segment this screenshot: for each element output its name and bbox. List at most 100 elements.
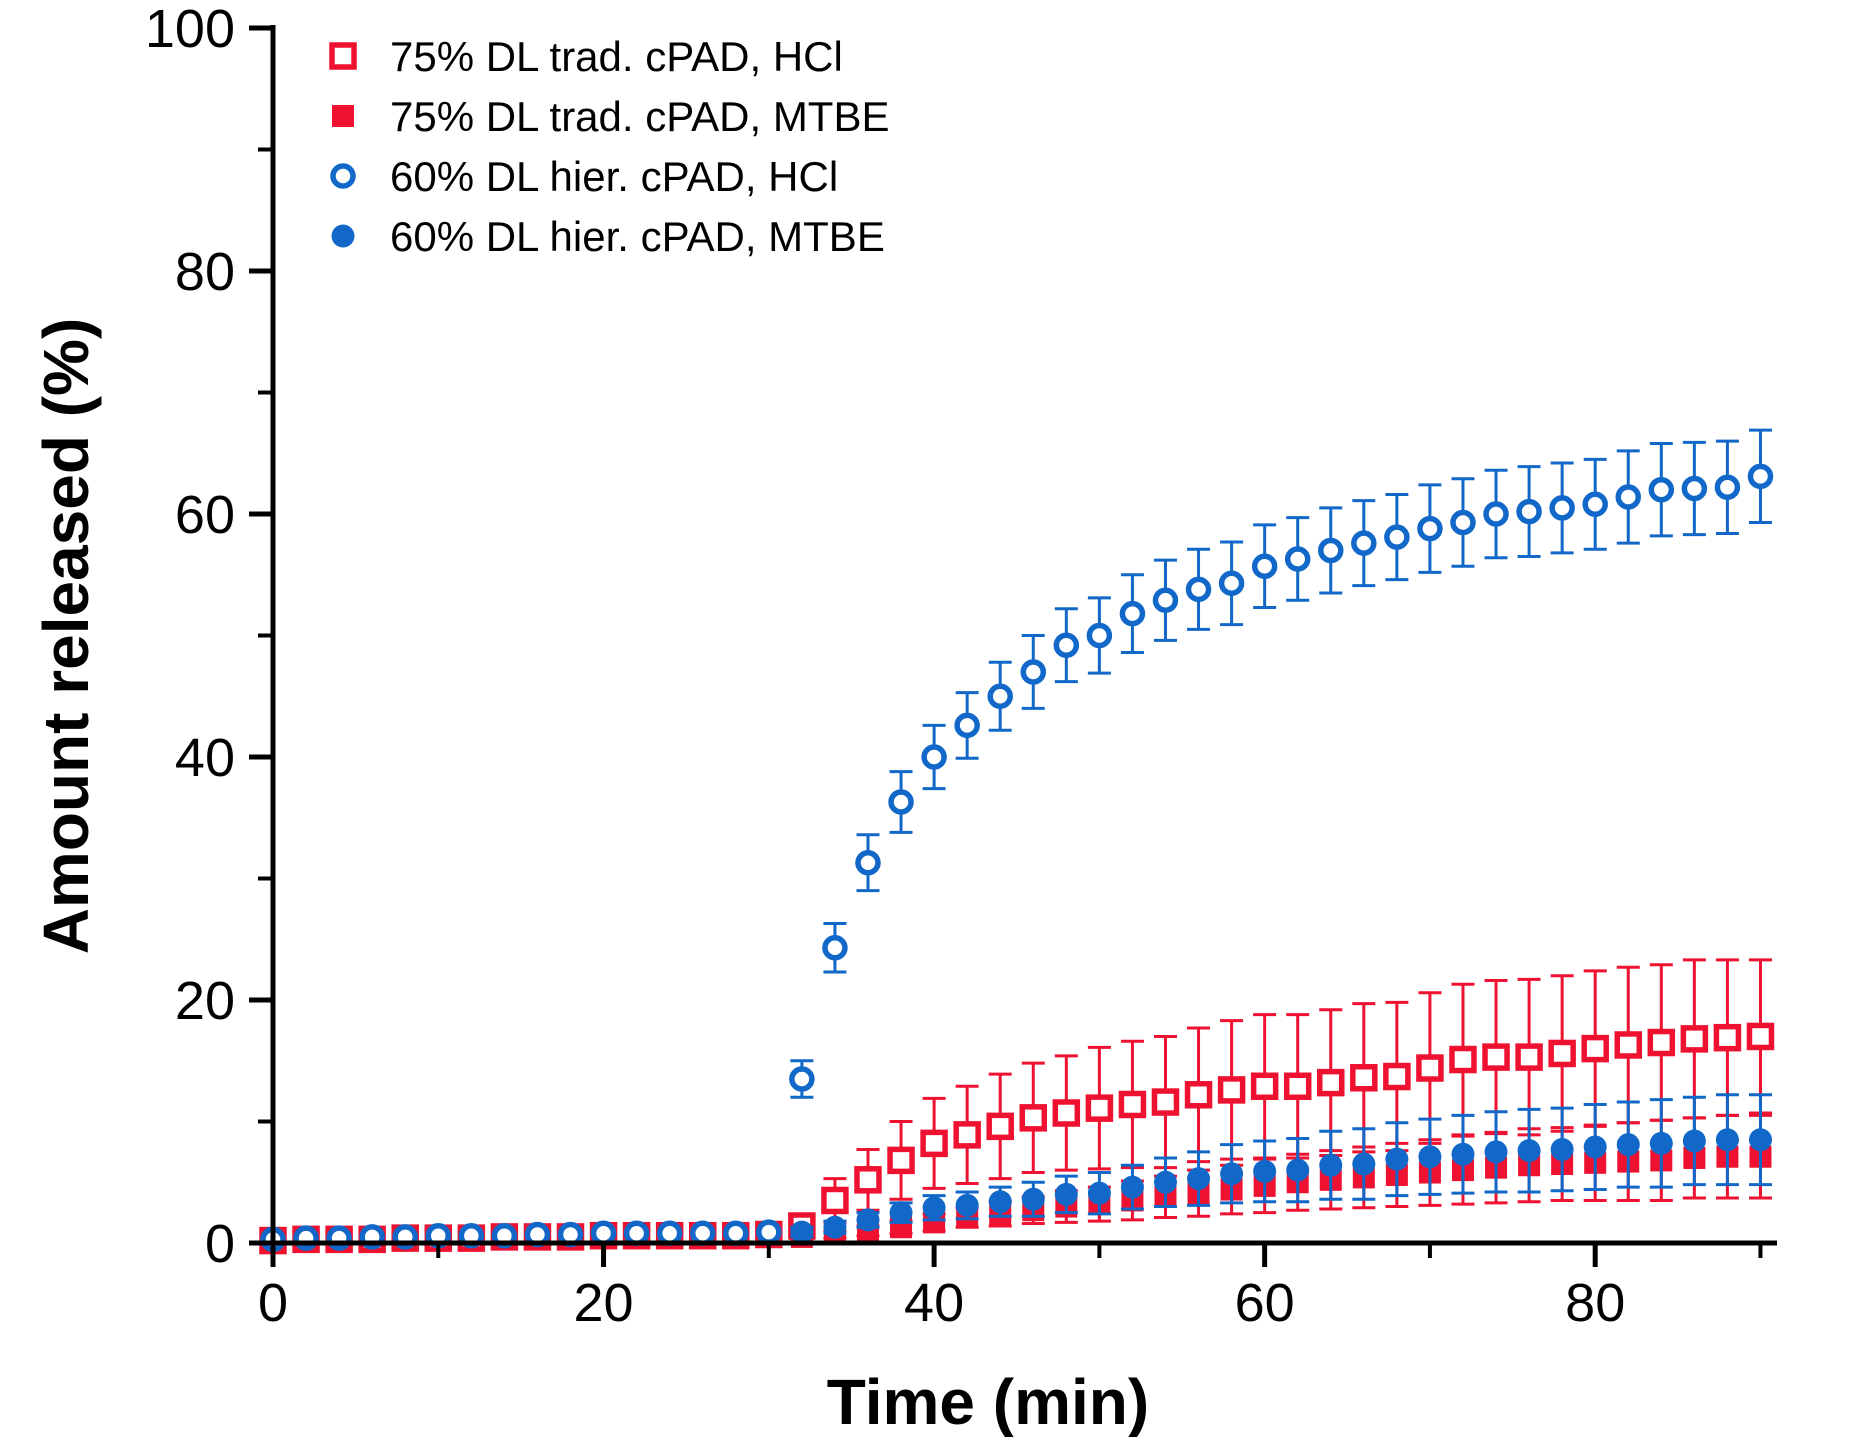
data-point-marker: [1385, 1147, 1409, 1171]
data-point-marker: [756, 1219, 782, 1245]
data-point-marker: [1184, 1081, 1213, 1109]
legend-entry: 75% DL trad. cPAD, MTBE: [332, 93, 890, 140]
data-point-marker: [1319, 1153, 1343, 1177]
data-point-marker: [1052, 1099, 1081, 1127]
data-point-marker: [1483, 501, 1509, 527]
x-tick-label: 40: [904, 1273, 964, 1333]
data-point-marker: [953, 1121, 981, 1149]
legend-label: 60% DL hier. cPAD, HCl: [390, 153, 838, 200]
series-2: [260, 428, 1774, 1253]
data-point-marker: [1550, 1137, 1574, 1161]
data-point-marker: [1450, 509, 1476, 536]
legend-label: 75% DL trad. cPAD, HCl: [390, 33, 843, 80]
data-point-marker: [1516, 498, 1542, 525]
markers: [261, 1128, 1772, 1250]
error-bars: [261, 958, 1772, 1244]
data-point-marker: [1548, 1039, 1576, 1068]
data-point-marker: [1417, 515, 1443, 542]
data-point-marker: [790, 1220, 814, 1244]
markers: [262, 1145, 1772, 1252]
data-point-marker: [888, 789, 914, 815]
error-bars: [261, 428, 1772, 1244]
data-point-marker: [590, 1220, 617, 1247]
y-tick-label: 60: [175, 485, 235, 545]
data-point-marker: [623, 1220, 650, 1247]
x-tick-label: 0: [258, 1273, 288, 1333]
data-point-marker: [1649, 1131, 1673, 1155]
data-point-marker: [1087, 1181, 1111, 1205]
data-point-marker: [689, 1220, 716, 1247]
data-point-marker: [1581, 1034, 1609, 1063]
data-point-marker: [1383, 1062, 1411, 1091]
y-tick-label: 100: [145, 0, 235, 59]
x-tick-label: 80: [1565, 1273, 1625, 1333]
markers: [259, 1022, 1775, 1255]
data-point-marker: [1053, 632, 1080, 658]
data-point-marker: [1682, 1129, 1706, 1153]
data-point-marker: [1352, 1152, 1376, 1176]
data-point-marker: [1384, 524, 1410, 550]
data-point-marker: [1218, 570, 1245, 597]
data-point-marker: [1680, 1025, 1709, 1053]
data-point-marker: [1351, 530, 1377, 556]
data-point-marker: [1021, 1187, 1045, 1211]
data-point-marker: [1220, 1162, 1244, 1186]
error-bars: [261, 1113, 1772, 1244]
data-point-marker: [1151, 1088, 1180, 1116]
data-point-marker: [887, 1146, 915, 1175]
data-point-marker: [1681, 475, 1708, 502]
data-point-marker: [1418, 1145, 1442, 1169]
markers: [260, 463, 1774, 1253]
legend-entry: 60% DL hier. cPAD, MTBE: [331, 213, 885, 260]
data-point-marker: [1416, 1054, 1444, 1082]
data-point-marker: [1217, 1076, 1246, 1104]
data-point-marker: [920, 1129, 948, 1158]
data-point-marker: [1583, 1135, 1607, 1159]
x-tick-label: 60: [1235, 1273, 1295, 1333]
data-point-marker: [1086, 622, 1113, 649]
legend-label: 60% DL hier. cPAD, MTBE: [390, 213, 885, 260]
data-point-marker: [987, 683, 1013, 709]
data-point-marker: [1746, 1022, 1775, 1051]
legend-entry: 75% DL trad. cPAD, HCl: [329, 33, 843, 80]
data-point-marker: [1451, 1142, 1475, 1166]
data-point-marker: [656, 1220, 683, 1247]
error-bars: [261, 1093, 1772, 1243]
data-point-marker: [1648, 476, 1675, 503]
data-point-marker: [854, 1166, 882, 1194]
data-point-marker: [1748, 1128, 1772, 1152]
data-point-marker: [1449, 1045, 1477, 1074]
data-point-marker: [1286, 1158, 1310, 1182]
data-point-marker: [1283, 1072, 1312, 1101]
legend: 75% DL trad. cPAD, HCl 75% DL trad. cPAD,…: [329, 33, 890, 260]
data-point-marker: [1582, 491, 1608, 518]
data-point-marker: [1318, 537, 1344, 564]
series-3: [261, 1093, 1772, 1250]
data-point-marker: [1119, 600, 1146, 627]
data-point-marker: [1120, 1175, 1144, 1199]
legend-entry: 60% DL hier. cPAD, HCl: [330, 153, 838, 200]
data-point-marker: [1317, 1068, 1345, 1097]
data-point-marker: [822, 935, 848, 961]
data-point-marker: [1153, 1170, 1177, 1194]
data-point-marker: [1517, 1139, 1541, 1163]
data-point-marker: [1185, 576, 1212, 603]
data-point-marker: [1019, 1104, 1048, 1132]
data-point-marker: [789, 1066, 815, 1092]
data-point-marker: [855, 849, 881, 876]
open-square-legend-icon: [329, 42, 357, 70]
data-point-marker: [1085, 1094, 1114, 1122]
plot-area: [259, 428, 1775, 1255]
data-point-marker: [1715, 1128, 1739, 1152]
filled-square-legend-icon: [332, 105, 354, 127]
data-point-marker: [1484, 1140, 1508, 1164]
x-tick-label: 20: [574, 1273, 634, 1333]
data-point-marker: [988, 1190, 1012, 1214]
legend-label: 75% DL trad. cPAD, MTBE: [390, 93, 890, 140]
data-point-marker: [1515, 1043, 1543, 1071]
series-0: [259, 958, 1775, 1255]
data-point-marker: [1747, 463, 1774, 490]
data-point-marker: [922, 1196, 946, 1220]
data-point-marker: [1054, 1182, 1078, 1206]
